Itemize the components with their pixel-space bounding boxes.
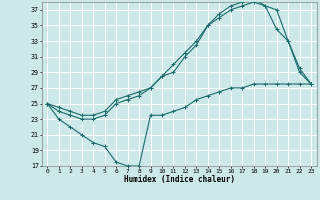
- X-axis label: Humidex (Indice chaleur): Humidex (Indice chaleur): [124, 175, 235, 184]
